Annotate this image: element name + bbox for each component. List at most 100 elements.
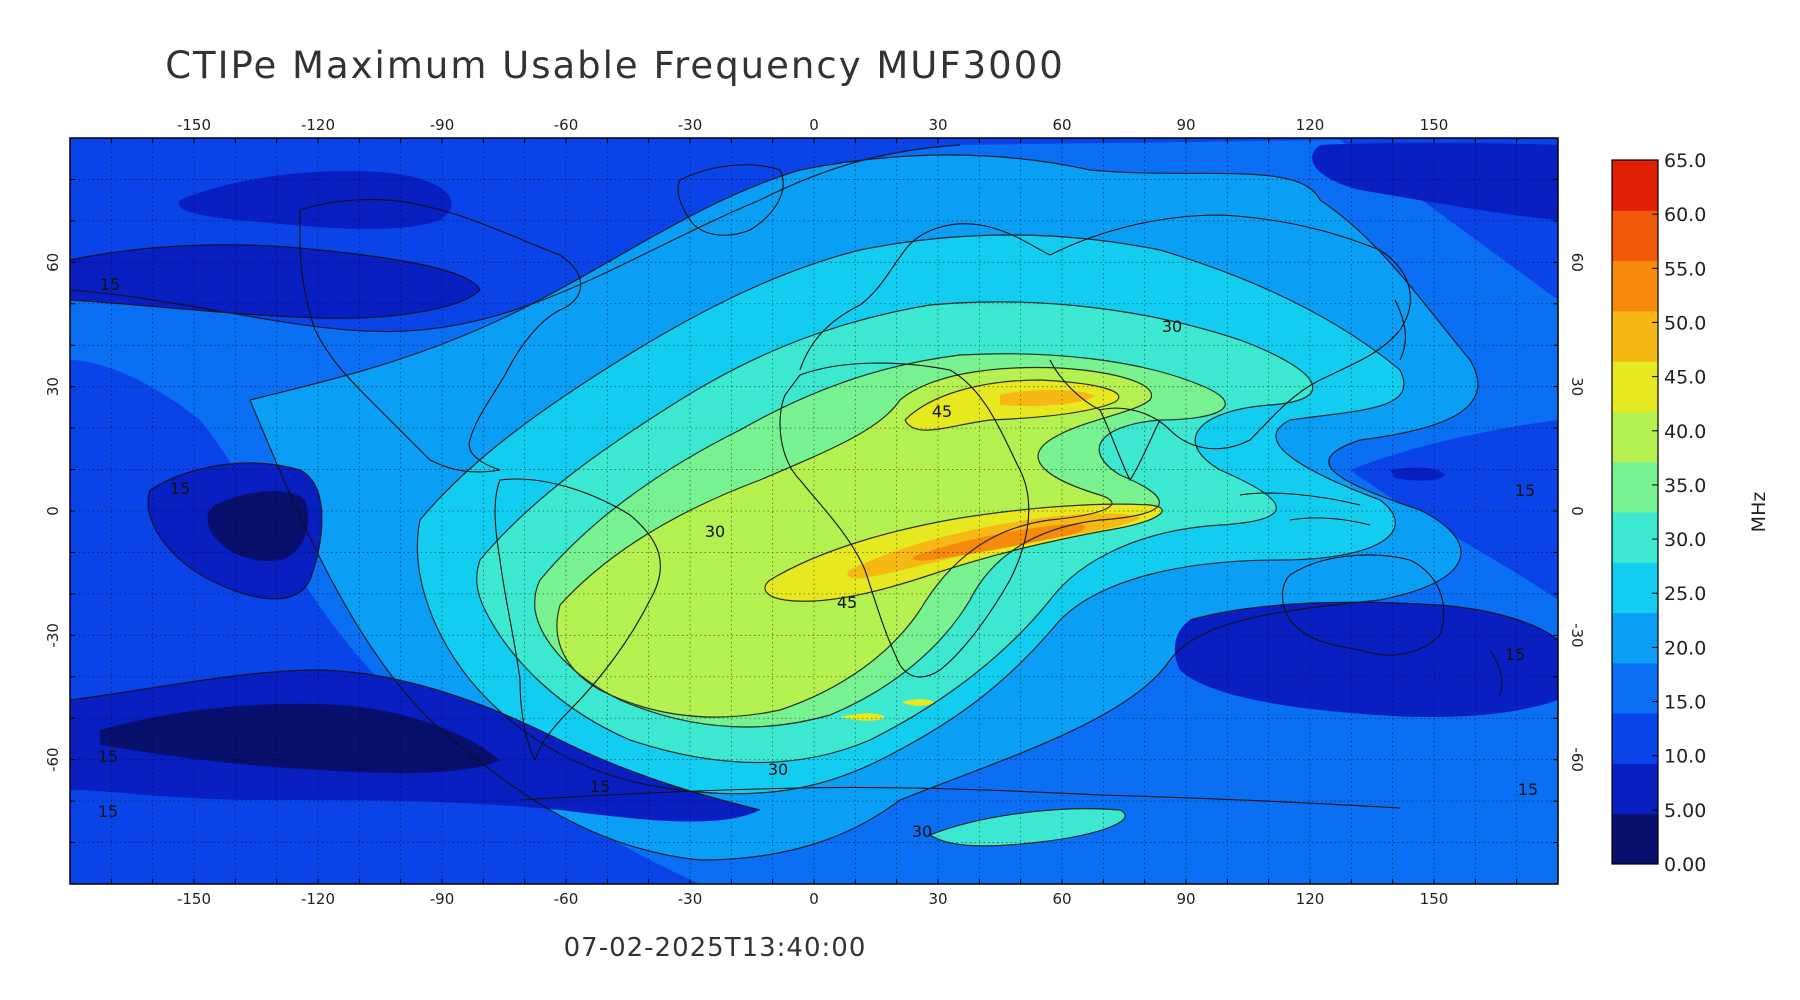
- lon-label-top: 90: [1176, 116, 1195, 134]
- lon-label-bottom: 150: [1420, 890, 1449, 908]
- coast-australia: [1281, 554, 1445, 656]
- colorbar-frame: [1611, 159, 1659, 865]
- colorbar-tick-label: 35.0: [1664, 475, 1706, 497]
- colorbar-tick-label: 65.0: [1664, 150, 1706, 172]
- coast-indonesia: [1239, 492, 1371, 526]
- colorbar-swatch: [1612, 562, 1658, 614]
- contour-label: 15: [170, 479, 190, 498]
- contour-band-low-arctic: [1312, 142, 1558, 220]
- contour-label: 15: [1505, 645, 1525, 664]
- colorbar-swatch: [1612, 361, 1658, 412]
- coast-africa: [779, 362, 1030, 678]
- contour-label: 45: [932, 402, 952, 421]
- contour-label: 15: [1515, 481, 1535, 500]
- contour-label: 15: [100, 275, 120, 294]
- lon-label-bottom: -150: [177, 890, 211, 908]
- colorbar-swatch: [1612, 160, 1658, 211]
- contour-field: [70, 138, 1558, 884]
- coastlines: [299, 164, 1503, 809]
- lat-label-right: -60: [1568, 747, 1586, 772]
- lon-label-top: 120: [1296, 116, 1325, 134]
- contour-label: 15: [98, 802, 118, 821]
- contour-labels: 15 15 15 15 15 15 30 30 30 30 45 45 15 15: [98, 275, 1538, 841]
- contour-band-5-cp2: [207, 490, 309, 561]
- contour-label: 30: [912, 822, 932, 841]
- colorbar-swatch: [1612, 612, 1658, 664]
- lat-label-right: 0: [1568, 506, 1586, 516]
- coast-north-america: [299, 199, 582, 473]
- colorbar-tick-label: 30.0: [1664, 529, 1706, 551]
- contour-band-30-south: [930, 808, 1126, 846]
- coast-asia: [1049, 214, 1411, 450]
- colorbar-tick-label: 20.0: [1664, 637, 1706, 659]
- colorbar-swatch: [1612, 662, 1658, 714]
- colorbar-tick-label: 50.0: [1664, 312, 1706, 334]
- contour-band-45-sw: [840, 713, 885, 721]
- lon-label-top: -120: [301, 116, 335, 134]
- colorbar-tick-label: 45.0: [1664, 367, 1706, 389]
- contour-band-5-np: [178, 170, 452, 229]
- coast-south-america: [494, 478, 661, 762]
- graticule: [70, 138, 1558, 884]
- lon-label-top: 150: [1420, 116, 1449, 134]
- chart-title: CTIPe Maximum Usable Frequency MUF3000: [165, 44, 1065, 87]
- contour-label: 45: [837, 593, 857, 612]
- contour-band-50-north: [1000, 389, 1095, 406]
- contour-band-5-saus: [1174, 602, 1558, 717]
- contour-label: 30: [705, 522, 725, 541]
- lon-label-bottom: 60: [1052, 890, 1071, 908]
- lat-label-left: 0: [44, 506, 62, 516]
- colorbar-swatch: [1612, 260, 1658, 312]
- lat-label-left: 30: [44, 377, 62, 396]
- coast-greenland: [677, 164, 784, 236]
- colorbar-tick-label: 5.00: [1664, 800, 1706, 822]
- contour-band-5-sp: [100, 703, 500, 773]
- lat-label-left: 60: [44, 253, 62, 272]
- colorbar-tick-label: 40.0: [1664, 421, 1706, 443]
- lon-label-top: -30: [678, 116, 703, 134]
- coast-new-zealand: [1489, 649, 1503, 696]
- lon-label-top: 60: [1052, 116, 1071, 134]
- contour-label: 15: [590, 777, 610, 796]
- coast-india: [1099, 409, 1161, 482]
- lat-label-left: -60: [44, 747, 62, 772]
- lat-label-right: 60: [1568, 253, 1586, 272]
- colorbar-swatch: [1612, 210, 1658, 262]
- contour-label: 30: [768, 760, 788, 779]
- colorbar: 0.00 5.00 10.0 15.0 20.0 25.0 30.0 35.0 40.0 45.0…: [1611, 150, 1770, 876]
- colorbar-swatch: [1612, 310, 1658, 362]
- lon-label-top: 30: [928, 116, 947, 134]
- colorbar-tick-label: 60.0: [1664, 204, 1706, 226]
- lon-label-top: -60: [554, 116, 579, 134]
- colorbar-swatch: [1612, 713, 1658, 764]
- lon-label-bottom: 90: [1176, 890, 1195, 908]
- contour-label: 15: [1518, 780, 1538, 799]
- axis-ticks: -150 -150 -120 -120 -90 -90 -60 -60 -30 -30 0 0 30 30…: [44, 116, 1586, 908]
- colorbar-swatch: [1612, 813, 1658, 865]
- timestamp: 07-02-2025T13:40:00: [563, 933, 867, 963]
- colorbar-tick-label: 15.0: [1664, 692, 1706, 714]
- lon-label-bottom: -120: [301, 890, 335, 908]
- colorbar-tick-label: 10.0: [1664, 746, 1706, 768]
- lon-label-bottom: -30: [678, 890, 703, 908]
- colorbar-tick-label: 0.00: [1664, 854, 1706, 876]
- contour-band-45-s2: [902, 699, 935, 706]
- coast-japan: [1394, 299, 1406, 361]
- lon-label-bottom: 0: [809, 890, 819, 908]
- lon-label-top: -90: [430, 116, 455, 134]
- contour-label: 30: [1162, 317, 1182, 336]
- lon-label-top: -150: [177, 116, 211, 134]
- lon-label-bottom: 30: [928, 890, 947, 908]
- lat-label-right: -30: [1568, 623, 1586, 648]
- colorbar-swatch: [1612, 411, 1658, 463]
- lon-label-bottom: -60: [554, 890, 579, 908]
- colorbar-unit-label: MHz: [1748, 492, 1770, 533]
- lon-label-bottom: 120: [1296, 890, 1325, 908]
- contour-band-40: [556, 367, 1152, 718]
- lat-label-left: -30: [44, 623, 62, 648]
- lon-label-bottom: -90: [430, 890, 455, 908]
- colorbar-tick-label: 55.0: [1664, 258, 1706, 280]
- contour-band-5-eq: [1390, 467, 1445, 481]
- contour-label: 15: [98, 747, 118, 766]
